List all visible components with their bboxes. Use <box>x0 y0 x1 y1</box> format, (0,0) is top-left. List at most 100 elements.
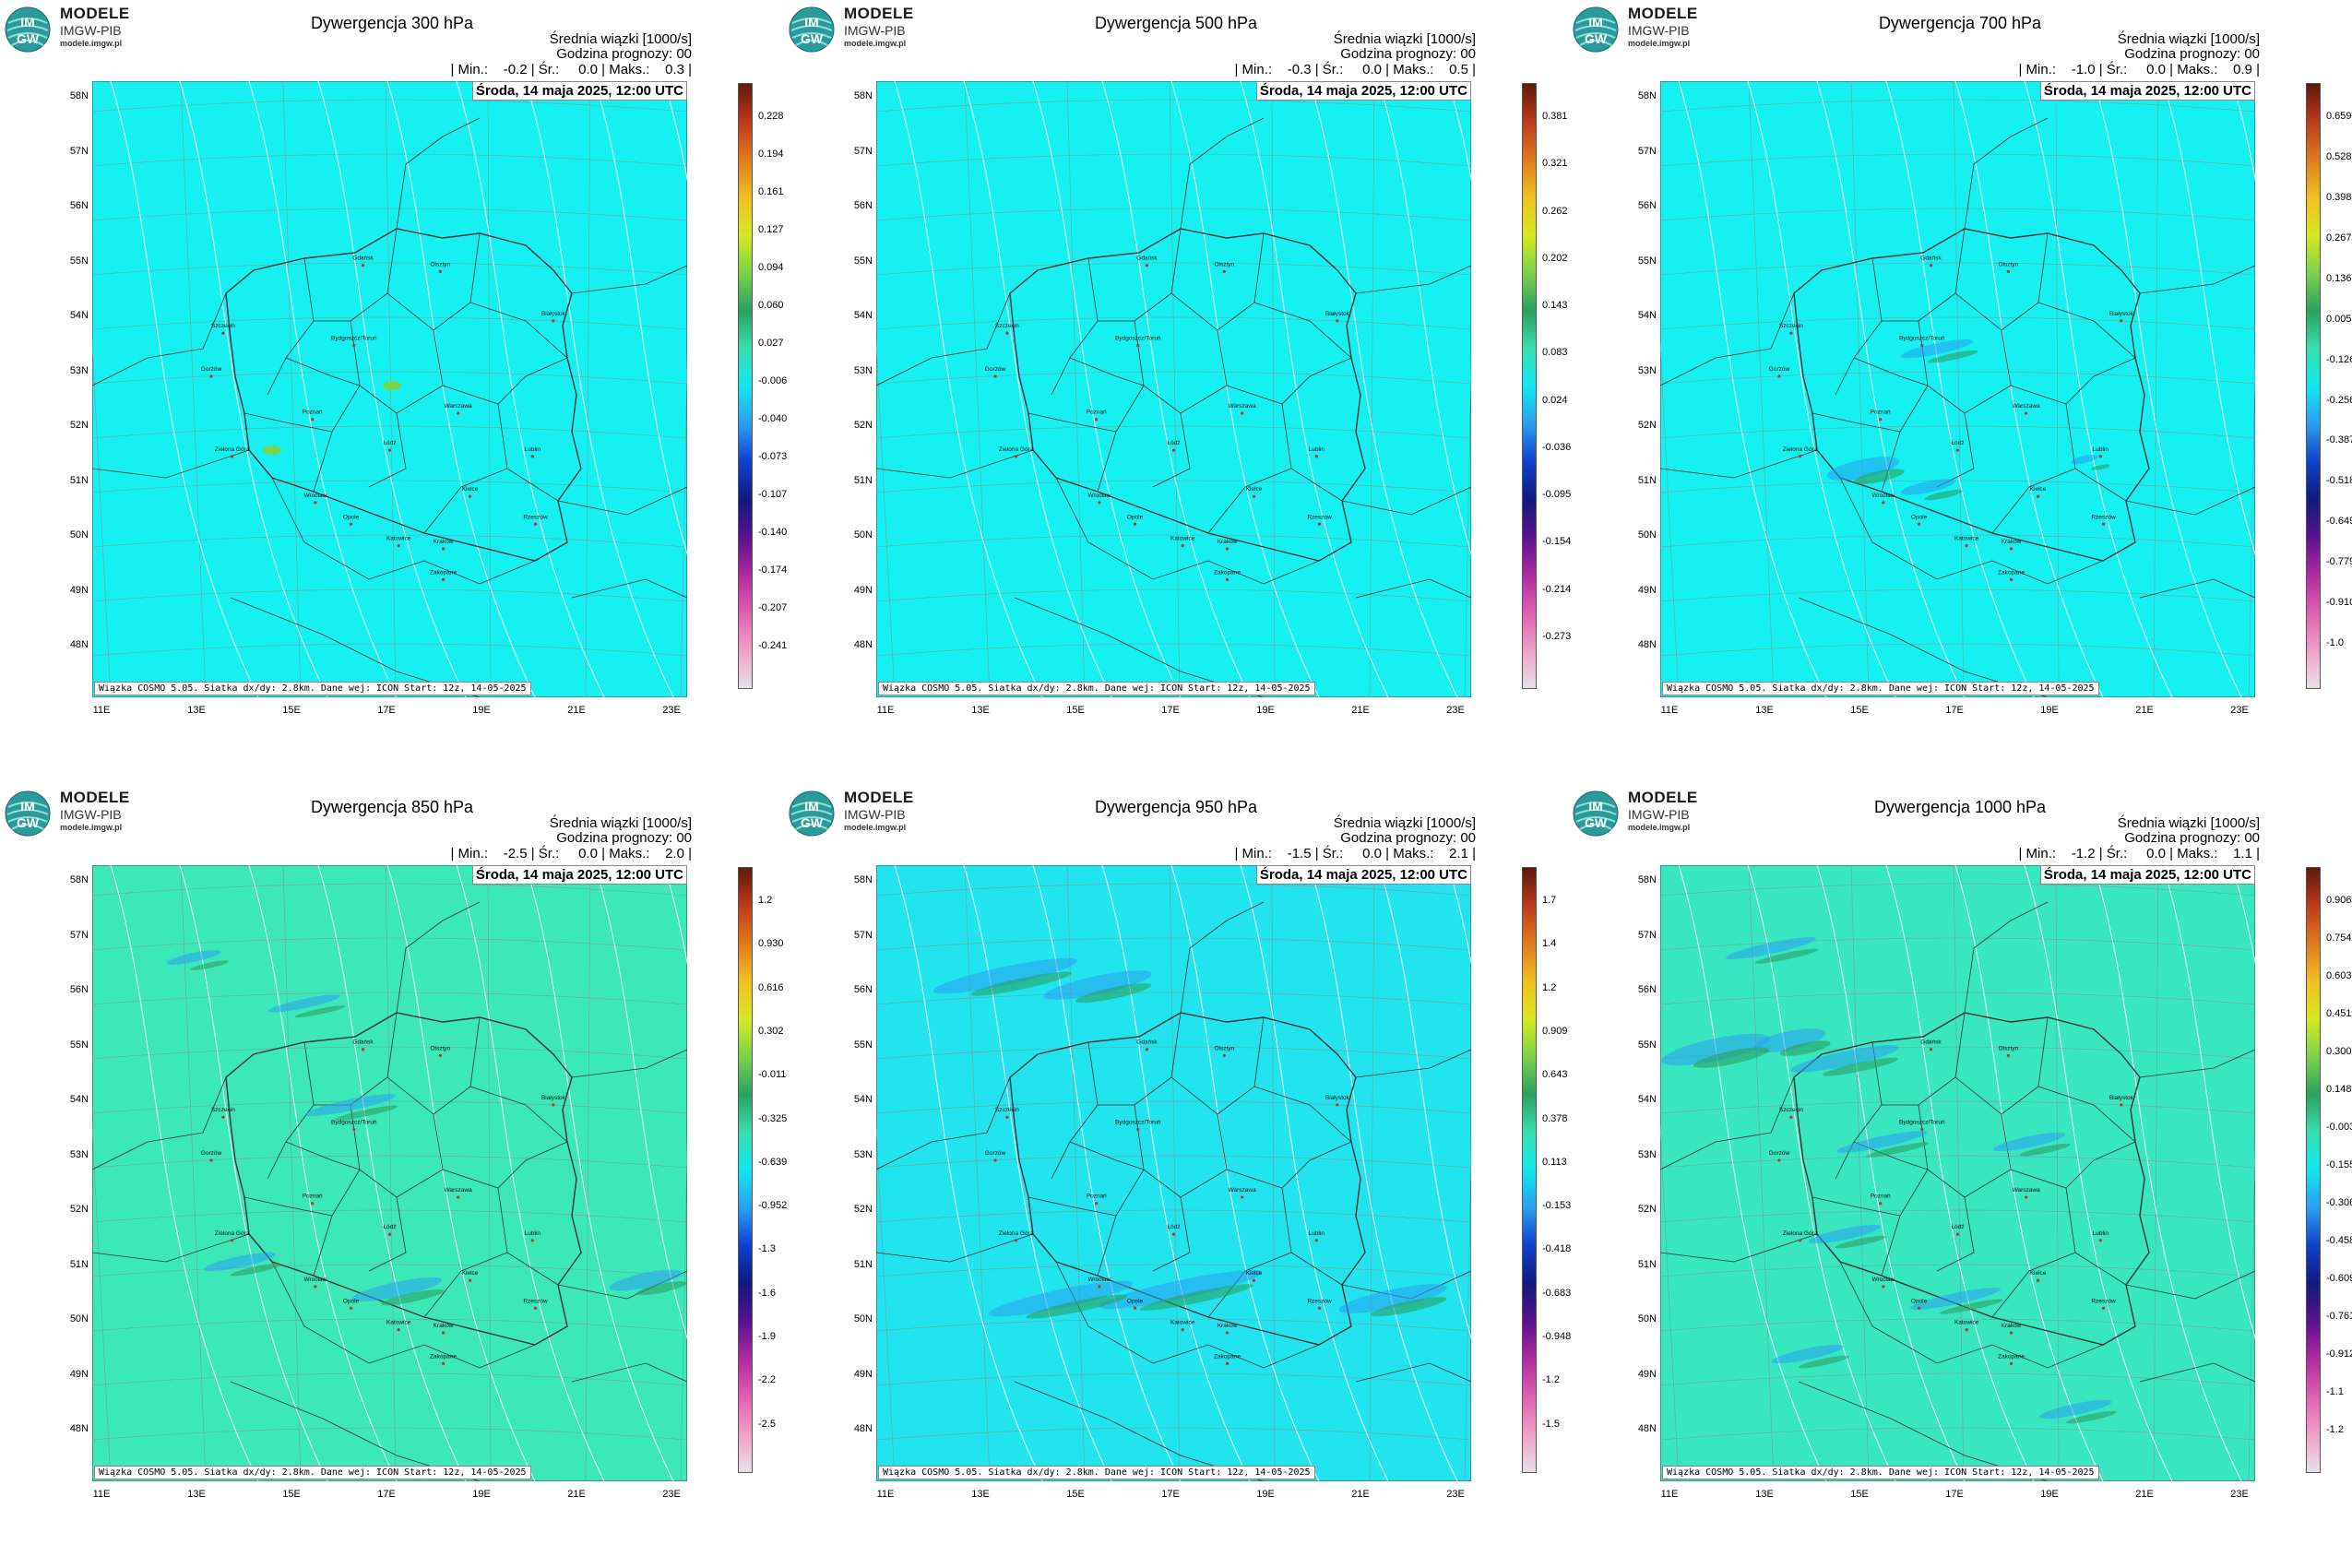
city-label: Katowice <box>1954 1320 1979 1326</box>
city-marker <box>468 494 472 498</box>
city-label: Bydgoszcz/Toruń <box>331 1120 377 1126</box>
city-label: Łódź <box>1951 1224 1964 1230</box>
model-footer: Wiązka COSMO 5.05. Siatka dx/dy: 2.8km. … <box>878 682 1315 695</box>
divergence-map[interactable]: Gdańsk Olsztyn Szczecin Bydgoszcz/Toruń Biał… <box>1660 865 2255 1481</box>
latitude-label: 53N <box>853 364 873 376</box>
forecast-panel: IM GW MODELE IMGW-PIB modele.imgw.pl Dywergen… <box>0 784 787 1568</box>
lon-gridline <box>680 350 687 697</box>
lon-gridline <box>1464 1134 1471 1481</box>
country-border <box>271 477 536 585</box>
country-border <box>571 265 687 294</box>
imgw-logo[interactable]: IM GW MODELE IMGW-PIB modele.imgw.pl <box>789 789 955 837</box>
forecast-hour: Godzina prognozy: 00 <box>2124 46 2260 62</box>
latitude-label: 57N <box>1637 929 1657 941</box>
voivodeship-border <box>1152 412 1191 488</box>
geopotential-contour <box>1101 81 1251 697</box>
voivodeship-border <box>267 257 315 396</box>
lat-gridline <box>92 1372 687 1386</box>
voivodeship-border <box>1853 357 1929 386</box>
city-marker <box>1929 264 1933 267</box>
lon-gridline <box>1066 865 1086 1481</box>
longitude-label: 15E <box>282 705 301 716</box>
imgw-logo[interactable]: IM GW MODELE IMGW-PIB modele.imgw.pl <box>5 789 171 837</box>
divergence-area <box>1139 1284 1253 1311</box>
geopotential-contour <box>110 81 259 697</box>
lat-gridline <box>92 992 687 1005</box>
city-label: Poznań <box>1871 410 1891 416</box>
imgw-logo[interactable]: IM GW MODELE IMGW-PIB modele.imgw.pl <box>789 5 955 53</box>
geopotential-contour <box>963 81 1112 697</box>
country-border <box>1355 1362 1471 1383</box>
convergence-area <box>267 994 341 1013</box>
divergence-area <box>2090 464 2110 470</box>
divergence-area <box>1693 1047 1770 1068</box>
lat-gridline <box>1660 208 2255 221</box>
city-label: Rzeszów <box>1307 514 1332 520</box>
city-label: Opole <box>343 514 360 520</box>
map-canvas: Gdańsk Olsztyn Szczecin Bydgoszcz/Toruń Biał… <box>92 865 687 1481</box>
forecast-hour: Godzina prognozy: 00 <box>1340 830 1476 846</box>
divergence-map[interactable]: Gdańsk Olsztyn Szczecin Bydgoszcz/Toruń Biał… <box>876 865 1471 1481</box>
voivodeship-border <box>285 357 361 386</box>
city-label: Poznań <box>1087 410 1107 416</box>
city-marker <box>1171 448 1176 452</box>
lon-gridline <box>2153 865 2159 1481</box>
voivodeship-border <box>1954 232 2049 331</box>
forecast-panel: IM GW MODELE IMGW-PIB modele.imgw.pl Dywergen… <box>1568 784 2352 1568</box>
voivodeship-border <box>1098 228 1182 322</box>
lat-gridline <box>92 1155 687 1169</box>
latitude-label: 57N <box>1637 145 1657 157</box>
forecast-panel: IM GW MODELE IMGW-PIB modele.imgw.pl Dywergen… <box>784 784 1571 1568</box>
voivodeship-border <box>1835 1041 1883 1180</box>
city-label: Zielona Góra <box>1783 1230 1818 1237</box>
city-label: Katowice <box>1954 536 1979 542</box>
voivodeship-border <box>1069 357 1145 386</box>
imgw-logo[interactable]: IM GW MODELE IMGW-PIB modele.imgw.pl <box>1573 789 1739 837</box>
city-label: Opole <box>1127 514 1144 520</box>
logo-url-link[interactable]: modele.imgw.pl <box>60 823 123 832</box>
city-marker <box>311 418 315 422</box>
colorbar-label: -0.518 <box>2326 475 2352 487</box>
colorbar-label: 1.2 <box>758 895 773 906</box>
voivodeship-border <box>423 1187 508 1318</box>
panel-title: Dywergencja 500 hPa <box>1094 14 1258 32</box>
colorbar-label: 0.930 <box>758 938 784 950</box>
logo-url-link[interactable]: modele.imgw.pl <box>1628 39 1691 48</box>
divergence-area <box>190 960 229 970</box>
longitude-label: 15E <box>1066 1489 1085 1500</box>
city-label: Warszawa <box>445 403 472 410</box>
divergence-map[interactable]: Gdańsk Olsztyn Szczecin Bydgoszcz/Toruń Biał… <box>92 81 687 697</box>
svg-text:GW: GW <box>1585 31 1608 46</box>
lat-gridline <box>1660 153 2255 167</box>
imgw-logo[interactable]: IM GW MODELE IMGW-PIB modele.imgw.pl <box>5 5 171 53</box>
city-marker <box>441 547 445 551</box>
lon-gridline <box>180 865 207 1481</box>
logo-url-link[interactable]: modele.imgw.pl <box>844 39 907 48</box>
lon-gridline <box>876 339 896 697</box>
logo-url-link[interactable]: modele.imgw.pl <box>60 39 123 48</box>
lat-gridline <box>1660 534 2255 548</box>
imgw-logo[interactable]: IM GW MODELE IMGW-PIB modele.imgw.pl <box>1573 5 1739 53</box>
colorbar-label: 0.0052 <box>2326 313 2352 325</box>
geopotential-contour <box>594 81 687 556</box>
divergence-map[interactable]: Gdańsk Olsztyn Szczecin Bydgoszcz/Toruń Biał… <box>876 81 1471 697</box>
panel-title: Dywergencja 300 hPa <box>310 14 474 32</box>
geopotential-contour <box>663 81 687 182</box>
logo-url-link[interactable]: modele.imgw.pl <box>844 823 907 832</box>
city-label: Białystok <box>1325 1095 1350 1101</box>
latitude-label: 50N <box>853 1313 873 1324</box>
map-background <box>876 81 1471 697</box>
poland-border <box>1009 228 1366 562</box>
divergence-map[interactable]: Gdańsk Olsztyn Szczecin Bydgoszcz/Toruń Biał… <box>92 865 687 1481</box>
svg-text:IM: IM <box>1588 15 1603 30</box>
divergence-map[interactable]: Gdańsk Olsztyn Szczecin Bydgoszcz/Toruń Biał… <box>1660 81 2255 697</box>
geopotential-contour <box>1678 865 1827 1481</box>
city-label: Łódź <box>1167 1224 1180 1230</box>
country-border <box>2139 578 2255 599</box>
colorbar-label: 0.302 <box>758 1025 784 1037</box>
voivodeship-border <box>1069 1141 1145 1170</box>
logo-url-link[interactable]: modele.imgw.pl <box>1628 823 1691 832</box>
geopotential-contour <box>1447 865 1471 966</box>
city-marker <box>530 455 534 458</box>
city-label: Rzeszów <box>2091 1298 2116 1304</box>
